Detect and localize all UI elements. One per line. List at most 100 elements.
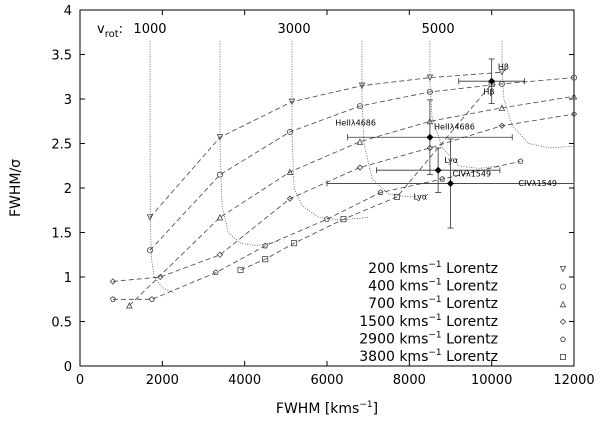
observation-label: HeIIλ4686 [335, 119, 376, 128]
rotation-curve [361, 41, 430, 198]
x-tick-label: 4000 [228, 373, 261, 388]
x-tick-label: 2000 [146, 373, 179, 388]
observation-label: Hβ [498, 63, 509, 72]
x-axis-label: FWHM [kms−1] [276, 400, 378, 417]
legend-marker [560, 353, 567, 360]
data-point [356, 138, 364, 145]
data-point [439, 176, 446, 182]
series-line [112, 113, 575, 282]
legend-label: 2900 kms−1 Lorentz [359, 330, 498, 347]
data-point [498, 69, 506, 76]
series-lines [109, 69, 578, 309]
data-point [237, 266, 244, 273]
rotation-curve [429, 41, 500, 169]
y-tick-label: 0 [64, 360, 72, 375]
rotation-curve [291, 41, 369, 221]
vrot-label: vrot: [97, 22, 123, 40]
y-tick-label: 0.5 [51, 316, 72, 331]
x-tick-label: 8000 [393, 373, 426, 388]
data-point [291, 240, 298, 247]
observation-label: Lyα [444, 156, 458, 165]
data-point [216, 171, 223, 178]
legend-marker [559, 265, 567, 273]
data-point [377, 189, 384, 195]
data-point [286, 195, 294, 202]
legend-marker [559, 318, 567, 325]
observation-point [434, 166, 442, 174]
vrot-value: 5000 [422, 22, 455, 37]
observation-label: HeIIλ4686 [434, 122, 475, 131]
x-tick-label: 0 [76, 373, 84, 388]
data-point [356, 164, 364, 171]
data-point [324, 216, 330, 222]
data-point [146, 214, 154, 221]
y-tick-label: 3.5 [51, 49, 72, 64]
rotation-curve [219, 41, 278, 247]
series-line [129, 95, 575, 306]
data-point [393, 193, 400, 200]
x-tick-labels: 0 2000 4000 6000 8000 10000 12000 [76, 373, 595, 388]
vrot-value: 1000 [133, 22, 166, 37]
rotation-curve [149, 41, 175, 294]
y-tick-label: 2.5 [51, 138, 72, 153]
rotation-curves [149, 41, 575, 294]
observation-point [488, 77, 496, 85]
observation-label: Hβ [483, 88, 494, 97]
legend-marker [560, 283, 567, 290]
x-tick-label: 12000 [553, 373, 594, 388]
data-point [146, 247, 153, 254]
legend-marker [560, 336, 566, 342]
observation-point [447, 180, 454, 188]
data-point [216, 213, 224, 221]
data-point [517, 158, 524, 164]
data-point [426, 88, 433, 95]
x-tick-label: 6000 [310, 373, 343, 388]
series-line [149, 71, 503, 218]
x-tick-label: 10000 [471, 373, 512, 388]
legend-label: 3800 kms−1 Lorentz [359, 348, 498, 365]
observation-label: CIVλ1549 [453, 169, 492, 178]
data-point [286, 128, 293, 135]
data-point [157, 273, 164, 281]
y-tick-label: 1.5 [51, 227, 72, 242]
data-point [358, 82, 366, 90]
y-tick-label: 1 [64, 271, 72, 286]
rotation-curve [501, 41, 575, 149]
data-point [109, 296, 116, 302]
y-tick-label: 4 [64, 4, 72, 19]
data-point [212, 269, 219, 276]
legend-label: 1500 kms−1 Lorentz [359, 313, 498, 330]
y-tick-label: 3 [64, 93, 72, 108]
observations: Hβ Hβ HeIIλ4686 HeIIλ4686 Lyα Lyα CIVλ1549 CIVλ… [326, 58, 575, 229]
data-point [498, 122, 506, 129]
data-point [288, 98, 296, 106]
data-point [216, 251, 224, 258]
data-point [262, 256, 269, 263]
data-point [498, 104, 506, 111]
data-point [286, 168, 294, 175]
series-line [149, 77, 575, 251]
y-tick-labels: 0 0.5 1 1.5 2 2.5 3 3.5 4 [51, 4, 72, 375]
data-point [570, 110, 578, 118]
y-tick-label: 2 [64, 182, 72, 197]
y-axis-label: FWHM/σ [8, 159, 24, 217]
data-point [356, 103, 363, 110]
data-point [571, 74, 578, 81]
data-point [426, 74, 434, 82]
legend-marker [559, 300, 567, 308]
legend-label: 400 kms−1 Lorentz [368, 278, 498, 295]
observation-label: Lyα [413, 193, 427, 202]
legend-label: 700 kms−1 Lorentz [368, 295, 498, 312]
data-point [216, 134, 224, 141]
vrot-values: 1000 3000 5000 [133, 22, 454, 37]
data-point [340, 216, 347, 223]
data-point [126, 301, 133, 309]
data-point [570, 92, 578, 100]
data-point [109, 278, 117, 285]
data-point [149, 296, 155, 302]
data-point [262, 242, 269, 249]
observation-point [426, 133, 434, 141]
observation-label: CIVλ1549 [518, 179, 557, 188]
